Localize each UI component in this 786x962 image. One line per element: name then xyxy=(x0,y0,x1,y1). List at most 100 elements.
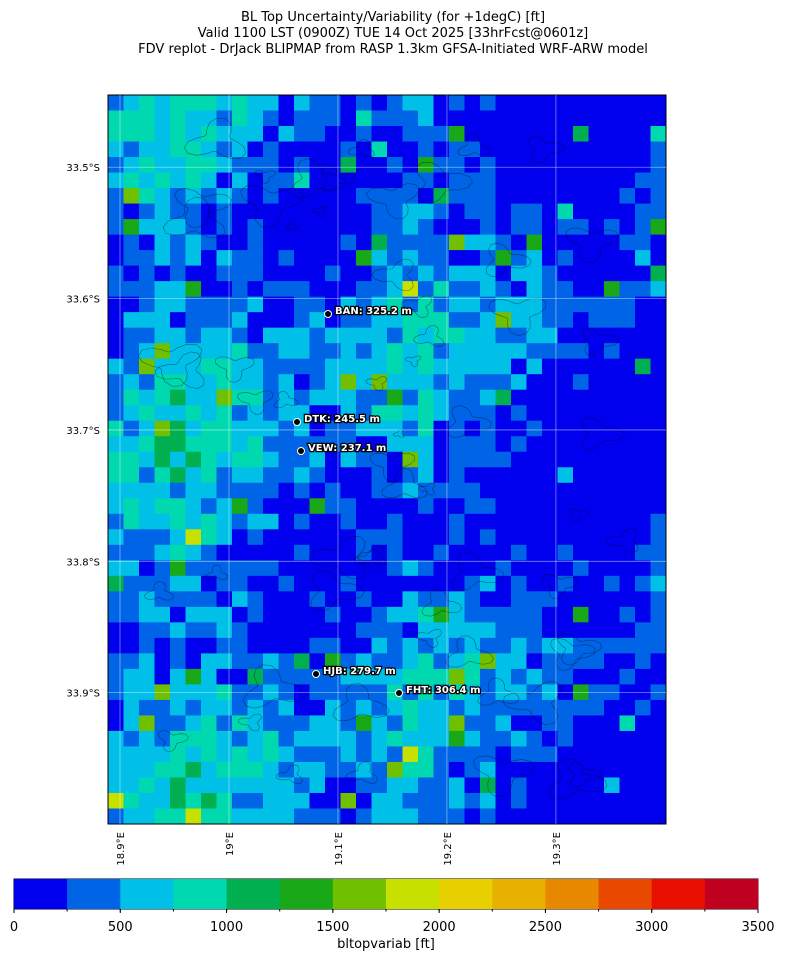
raster-cell xyxy=(201,606,217,623)
raster-cell xyxy=(247,250,264,267)
raster-cell xyxy=(108,126,124,143)
raster-cell xyxy=(387,358,403,375)
raster-cell xyxy=(309,637,326,654)
raster-cell xyxy=(263,761,279,778)
raster-cell xyxy=(371,436,388,453)
raster-cell xyxy=(635,637,651,654)
raster-cell xyxy=(650,234,667,251)
raster-cell xyxy=(278,265,295,282)
raster-cell xyxy=(557,792,574,809)
raster-cell xyxy=(635,110,651,127)
colorbar-segment xyxy=(386,879,440,909)
raster-cell xyxy=(433,358,450,375)
raster-cell xyxy=(402,777,419,794)
raster-cell xyxy=(340,560,357,577)
raster-cell xyxy=(449,699,465,716)
raster-cell xyxy=(387,451,403,468)
raster-cell xyxy=(495,343,512,360)
raster-cell xyxy=(247,777,264,794)
raster-cell xyxy=(294,219,310,236)
raster-cell xyxy=(650,792,667,809)
raster-cell xyxy=(123,95,140,112)
raster-cell xyxy=(325,110,341,127)
raster-cell xyxy=(495,312,512,329)
x-tick-label: 19.3°E xyxy=(552,832,563,866)
raster-cell xyxy=(216,172,233,189)
raster-cell xyxy=(325,622,341,639)
raster-cell xyxy=(650,715,667,732)
raster-cell xyxy=(201,219,217,236)
raster-cell xyxy=(511,544,527,561)
raster-cell xyxy=(294,389,310,406)
raster-cell xyxy=(278,296,295,313)
raster-cell xyxy=(216,653,233,670)
raster-cell xyxy=(247,358,264,375)
contour xyxy=(347,139,375,158)
raster-cell xyxy=(294,529,310,546)
raster-cell xyxy=(294,699,310,716)
raster-cell xyxy=(123,358,140,375)
raster-cell xyxy=(604,637,620,654)
raster-cell xyxy=(573,436,589,453)
raster-cell xyxy=(294,513,310,530)
raster-cell xyxy=(123,606,140,623)
raster-cell xyxy=(247,653,264,670)
raster-cell xyxy=(511,792,527,809)
raster-cell xyxy=(139,234,155,251)
raster-cell xyxy=(371,157,388,174)
raster-cell xyxy=(387,374,403,391)
raster-cell xyxy=(170,358,186,375)
raster-cell xyxy=(154,544,171,561)
raster-cell xyxy=(108,467,124,484)
raster-cell xyxy=(139,529,155,546)
raster-cell xyxy=(588,296,605,313)
raster-cell xyxy=(480,420,496,437)
raster-cell xyxy=(123,730,140,747)
raster-cell xyxy=(511,219,527,236)
raster-cell xyxy=(247,591,264,608)
raster-cell xyxy=(433,637,450,654)
raster-cell xyxy=(247,529,264,546)
raster-cell xyxy=(154,265,171,282)
raster-cell xyxy=(511,188,527,205)
raster-cell xyxy=(480,482,496,499)
raster-cell xyxy=(511,420,527,437)
raster-cell xyxy=(356,265,372,282)
raster-cell xyxy=(619,203,636,220)
raster-cell xyxy=(650,203,667,220)
raster-cell xyxy=(495,761,512,778)
raster-cell xyxy=(557,312,574,329)
raster-cell xyxy=(588,746,605,763)
raster-cell xyxy=(170,560,186,577)
raster-cell xyxy=(557,653,574,670)
colorbar-segment xyxy=(598,879,653,909)
raster-cell xyxy=(154,591,171,608)
raster-cell xyxy=(650,327,667,344)
raster-cell xyxy=(511,312,527,329)
raster-cell xyxy=(542,188,558,205)
raster-cell xyxy=(557,141,574,158)
raster-cell xyxy=(449,281,465,298)
raster-cell xyxy=(557,172,574,189)
raster-cell xyxy=(542,761,558,778)
raster-cell xyxy=(154,219,171,236)
raster-cell xyxy=(201,792,217,809)
raster-cell xyxy=(216,312,233,329)
raster-cell xyxy=(604,591,620,608)
raster-cell xyxy=(232,730,248,747)
raster-cell xyxy=(185,575,202,592)
raster-cell xyxy=(170,141,186,158)
raster-cell xyxy=(139,591,155,608)
raster-cell xyxy=(154,157,171,174)
raster-cell xyxy=(495,420,512,437)
raster-cell xyxy=(294,746,310,763)
raster-cell xyxy=(619,668,636,685)
raster-cell xyxy=(294,265,310,282)
raster-cell xyxy=(325,544,341,561)
raster-cell xyxy=(294,95,310,112)
raster-cell xyxy=(154,203,171,220)
raster-cell xyxy=(263,560,279,577)
raster-cell xyxy=(325,513,341,530)
raster-cell xyxy=(573,622,589,639)
raster-cell xyxy=(108,451,124,468)
